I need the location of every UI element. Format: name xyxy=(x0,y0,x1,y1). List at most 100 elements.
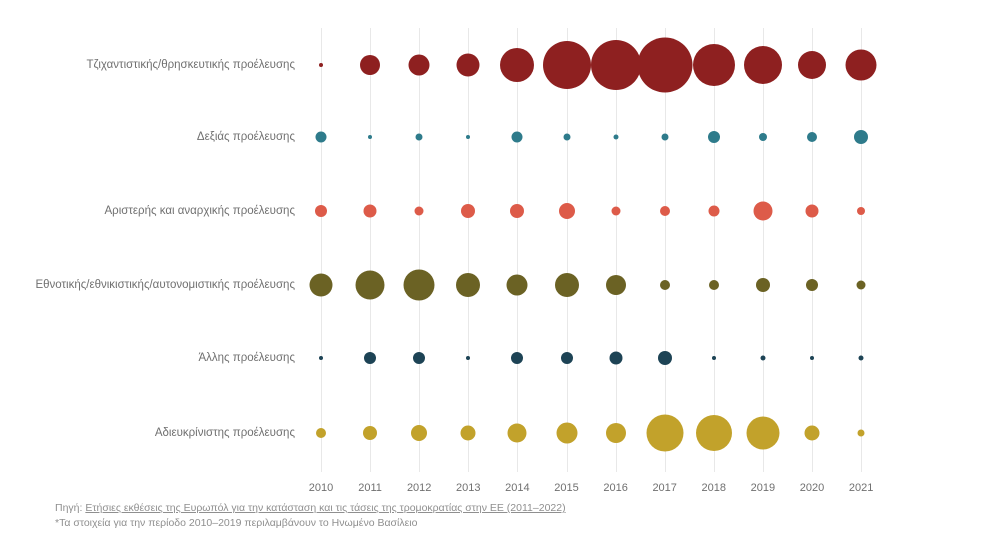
bubble xyxy=(316,428,326,438)
source-line: Πηγή: Ετήσιες εκθέσεις της Ευρωπόλ για τ… xyxy=(55,501,566,516)
bubble xyxy=(319,63,323,67)
source-link[interactable]: Ετήσιες εκθέσεις της Ευρωπόλ για την κατ… xyxy=(85,502,566,514)
bubble xyxy=(758,133,767,141)
bubble xyxy=(708,280,719,290)
bubble xyxy=(413,352,426,364)
row-label: Εθνοτικής/εθνικιστικής/αυτονομιστικής πρ… xyxy=(35,279,295,291)
bubble xyxy=(805,204,819,218)
bubble xyxy=(510,204,525,218)
bubble xyxy=(609,351,623,365)
gridline xyxy=(517,28,519,472)
bubble xyxy=(659,280,670,290)
gridline xyxy=(812,28,813,472)
x-axis-tick-label: 2011 xyxy=(358,482,382,494)
row-label: Δεξιάς προέλευσης xyxy=(196,131,295,143)
bubble xyxy=(558,203,575,219)
bubble xyxy=(611,206,621,216)
bubble xyxy=(456,53,480,77)
source-prefix: Πηγή: xyxy=(55,502,86,514)
x-axis-tick-label: 2017 xyxy=(652,482,677,494)
bubble xyxy=(460,425,476,441)
bubble xyxy=(556,422,577,444)
bubble xyxy=(309,273,333,297)
gridline xyxy=(370,28,372,472)
bubble xyxy=(456,273,481,297)
bubble xyxy=(590,40,641,90)
bubble xyxy=(845,49,877,81)
bubble xyxy=(755,278,770,292)
bubble xyxy=(692,44,735,86)
x-axis-tick-label: 2018 xyxy=(701,482,727,494)
bubble xyxy=(854,130,869,144)
bubble xyxy=(613,134,619,140)
bubble xyxy=(810,356,814,360)
x-axis-tick-label: 2015 xyxy=(554,482,579,494)
bubble xyxy=(806,279,818,291)
gridline xyxy=(566,28,568,472)
bubble xyxy=(707,131,720,143)
bubble xyxy=(711,356,716,360)
bubble xyxy=(511,131,523,143)
bubble xyxy=(637,37,693,93)
row-label: Άλλης προέλευσης xyxy=(198,352,295,364)
x-axis-tick-label: 2020 xyxy=(799,482,825,494)
bubble xyxy=(461,204,476,218)
bubble xyxy=(319,356,323,360)
chart-footer: Πηγή: Ετήσιες εκθέσεις της Ευρωπόλ για τ… xyxy=(55,501,566,531)
bubble xyxy=(807,132,817,142)
row-label: Τζιχαντιστικής/θρησκευτικής προέλευσης xyxy=(86,59,295,71)
bubble xyxy=(542,41,591,89)
bubble xyxy=(746,416,780,450)
gridline xyxy=(419,28,421,472)
bubble xyxy=(753,201,773,221)
gridline xyxy=(713,28,715,472)
bubble xyxy=(363,426,378,440)
gridline xyxy=(762,28,764,472)
x-axis-tick-label: 2013 xyxy=(456,482,481,494)
x-axis-tick-label: 2016 xyxy=(603,482,628,494)
bubble xyxy=(857,207,866,215)
bubble xyxy=(466,135,471,139)
bubble xyxy=(506,274,528,296)
bubble xyxy=(856,280,866,290)
bubble xyxy=(605,275,626,295)
bubble xyxy=(657,351,672,365)
bubble xyxy=(560,352,573,364)
bubble xyxy=(708,205,720,217)
bubble xyxy=(507,423,527,443)
bubble xyxy=(511,352,524,364)
gridline xyxy=(615,28,617,472)
bubble xyxy=(408,54,430,76)
bubble xyxy=(360,55,381,75)
bubble xyxy=(743,46,782,84)
gridline xyxy=(664,28,666,472)
bubble xyxy=(798,51,826,79)
bubble xyxy=(563,133,570,141)
gridline xyxy=(468,28,470,472)
bubble xyxy=(414,206,424,216)
row-label: Αριστερής και αναρχικής προέλευσης xyxy=(104,205,295,217)
bubble xyxy=(500,48,535,82)
bubble xyxy=(858,355,864,361)
bubble xyxy=(315,131,327,143)
row-label: Αδιευκρίνιστης προέλευσης xyxy=(154,427,295,439)
bubble xyxy=(415,133,423,141)
bubble xyxy=(403,269,435,301)
x-axis-tick-label: 2012 xyxy=(406,482,432,494)
bubble xyxy=(554,273,579,297)
bubble xyxy=(466,356,471,360)
bubble xyxy=(363,204,377,218)
bubble xyxy=(605,423,626,443)
bubble xyxy=(368,135,373,139)
bubble xyxy=(661,133,669,141)
bubble xyxy=(315,205,327,217)
bubble xyxy=(695,415,732,451)
bubble xyxy=(857,429,865,437)
gridline xyxy=(321,28,322,472)
bubble xyxy=(760,355,766,361)
x-axis-tick-label: 2021 xyxy=(848,482,874,494)
x-axis-tick-label: 2019 xyxy=(750,482,776,494)
bubble xyxy=(659,206,670,216)
